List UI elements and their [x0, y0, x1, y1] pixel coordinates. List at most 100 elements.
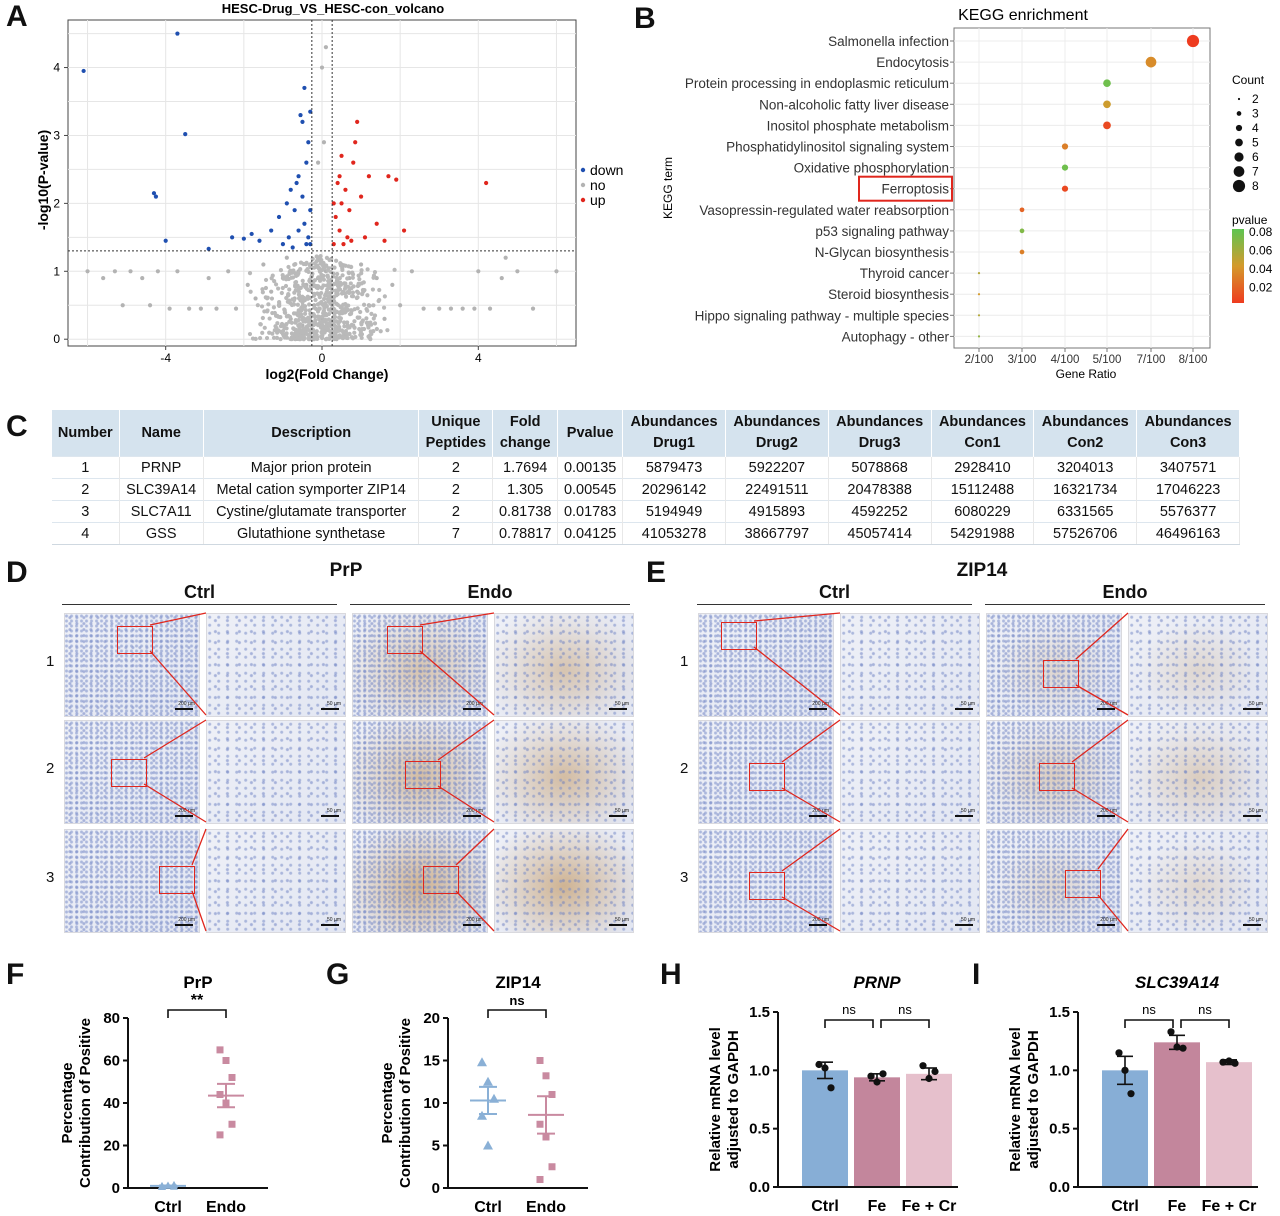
volcano-point-no: [342, 320, 347, 325]
volcano-point-no: [333, 309, 338, 314]
ihc-e-group-ctrl: Ctrl: [819, 582, 850, 602]
volcano-point-no: [226, 269, 231, 274]
ihc-micrograph: 50 µm: [840, 720, 980, 824]
volcano-point-no: [298, 298, 303, 303]
ihc-micrograph: 50 µm: [494, 613, 634, 717]
comparison-label: ns: [898, 1002, 912, 1017]
table-cell: 0.00545: [557, 478, 624, 501]
volcano-point-no: [253, 296, 258, 301]
dotplot-title: ZIP14: [495, 973, 541, 992]
volcano-point-no: [310, 271, 315, 276]
volcano-title: HESC-Drug_VS_HESC-con_volcano: [222, 1, 445, 16]
zoom-lines: [781, 719, 841, 823]
volcano-point-no: [499, 275, 504, 281]
volcano-point-no: [263, 277, 269, 283]
volcano-point-no: [365, 267, 370, 272]
scale-bar: [955, 708, 973, 710]
volcano-point-no: [298, 260, 304, 265]
volcano-point-no: [321, 283, 326, 288]
kegg-count-label: 5: [1252, 136, 1259, 150]
volcano-point-no: [278, 337, 283, 342]
volcano-point-no: [340, 267, 345, 273]
dotplot-point: [483, 1076, 493, 1086]
volcano-point-no: [348, 264, 353, 270]
scale-bar: [609, 708, 627, 710]
volcano-point-no: [247, 270, 253, 276]
volcano-point-no: [293, 280, 298, 285]
volcano-point-no: [318, 254, 323, 259]
kegg-bubble-chart: Salmonella infection Endocytosis Protein p…: [661, 7, 1273, 381]
volcano-point-no: [370, 287, 376, 292]
kegg-bubble: [977, 314, 981, 317]
bar-category-label: Fe: [868, 1198, 887, 1215]
volcano-point-no: [317, 306, 322, 311]
volcano-point-no: [277, 300, 282, 305]
volcano-point-no: [309, 321, 314, 326]
volcano-point-no: [377, 297, 382, 303]
table-header-text: Abundances: [836, 414, 924, 430]
volcano-point-no: [361, 326, 367, 332]
scale-bar-label: 50 µm: [1249, 917, 1263, 923]
volcano-point-no: [352, 319, 357, 324]
volcano-point-no: [260, 330, 265, 335]
table-cell: GSS: [119, 522, 204, 545]
table-cell: 45057414: [828, 522, 932, 545]
significance-bracket: [167, 1009, 227, 1018]
volcano-point-no: [317, 278, 323, 283]
table-cell: 2: [52, 478, 120, 501]
volcano-point-no: [260, 287, 265, 292]
chart-i-slc39a14: SLC39A14 Ctrl Fe Fe + Cr 0.0 0.5 1.0 1.5 Relativ…: [1007, 973, 1258, 1215]
volcano-point-no: [319, 257, 324, 263]
volcano-point-no: [335, 328, 340, 333]
volcano-point-no: [292, 262, 297, 267]
kegg-term-label: N-Glycan biosynthesis: [815, 245, 950, 260]
ihc-row-label: 1: [46, 653, 55, 670]
kegg-term-label: Steroid biosynthesis: [828, 287, 949, 302]
volcano-point-no: [421, 306, 426, 311]
scale-bar: [1243, 708, 1261, 710]
volcano-ytick-label: 4: [53, 61, 60, 75]
volcano-point-no: [270, 331, 275, 336]
volcano-point-no: [308, 312, 314, 318]
volcano-point-no: [326, 294, 331, 299]
zoom-box: [1065, 870, 1101, 898]
bar-category-label: Fe + Cr: [902, 1198, 957, 1215]
volcano-point-no: [437, 306, 442, 311]
dotplot-point: [222, 1057, 230, 1064]
scale-bar: [955, 924, 973, 926]
volcano-point-no: [334, 291, 339, 296]
table-cell: 6080229: [931, 500, 1035, 523]
volcano-point-no: [286, 292, 291, 297]
volcano-point-no: [294, 329, 299, 334]
volcano-point-no: [276, 286, 281, 291]
ihc-micrograph: 50 µm: [206, 720, 346, 824]
dotplot-ylabel: Contribution of Positive: [77, 1018, 94, 1188]
dotplot-ytick-label: 0: [432, 1180, 440, 1197]
kegg-pvalue-label: 0.04: [1249, 262, 1273, 276]
volcano-point-no: [338, 309, 343, 314]
kegg-xtick-label: 2/100: [965, 354, 994, 366]
volcano-point-no: [281, 332, 286, 338]
panel-label-i: I: [972, 958, 981, 991]
table-cell: 1.7694: [492, 456, 559, 479]
scale-bar-label: 200 µm: [178, 701, 195, 707]
volcano-point-no: [272, 278, 277, 284]
volcano-point-no: [284, 322, 289, 327]
comparison-label: ns: [1142, 1002, 1156, 1017]
kegg-bubble: [1186, 34, 1200, 48]
kegg-highlight-box: [858, 175, 953, 202]
volcano-point-no: [365, 323, 371, 328]
kegg-bubble: [1103, 79, 1111, 88]
volcano-point-no: [287, 287, 292, 292]
table-cell: Glutathione synthetase: [203, 522, 420, 545]
bar-point: [873, 1078, 881, 1086]
volcano-point-down: [298, 112, 303, 118]
volcano-point-no: [371, 329, 376, 334]
volcano-point-down: [300, 119, 305, 124]
volcano-point-no: [321, 140, 327, 145]
volcano-point-down: [206, 246, 211, 251]
bar-ytick-label: 0.0: [1049, 1179, 1070, 1196]
volcano-point-no: [278, 268, 284, 273]
dotplot-point: [228, 1120, 236, 1128]
volcano-point-no: [365, 293, 370, 298]
